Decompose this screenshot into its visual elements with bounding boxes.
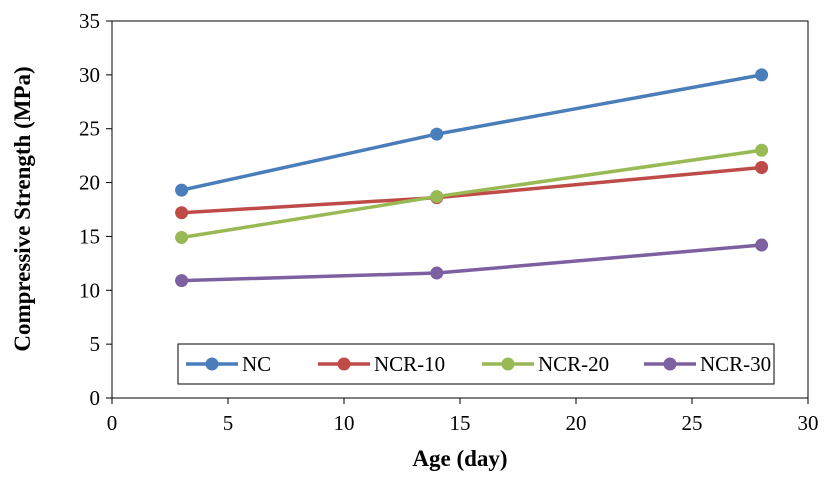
data-point <box>175 231 189 245</box>
legend-swatch-marker <box>501 357 515 371</box>
legend-item: NCR-30 <box>644 352 771 376</box>
legend-swatch-marker <box>205 357 219 371</box>
legend-label: NCR-20 <box>538 352 609 376</box>
legend: NC NCR-10 NCR-20 NCR-30 <box>177 343 775 385</box>
legend-item: NCR-10 <box>318 352 445 376</box>
series-layer <box>175 68 769 288</box>
y-tick-label: 5 <box>90 332 101 356</box>
data-point <box>430 190 444 204</box>
data-point <box>430 127 444 141</box>
y-tick-label: 25 <box>79 117 100 141</box>
y-tick-label: 10 <box>79 278 100 302</box>
data-point <box>175 206 189 220</box>
data-point <box>175 183 189 197</box>
x-axis-title: Age (day) <box>412 446 507 471</box>
x-tick-label: 20 <box>566 411 587 435</box>
legend-items: NC NCR-10 NCR-20 NCR-30 <box>186 352 771 376</box>
y-tick-label: 0 <box>90 386 101 410</box>
data-point <box>755 68 769 82</box>
legend-item: NC <box>186 352 271 376</box>
data-point <box>175 274 189 288</box>
y-tick-label: 35 <box>79 9 100 33</box>
data-point <box>755 238 769 252</box>
x-tick-label: 30 <box>798 411 819 435</box>
series-nc <box>175 68 769 197</box>
y-tick-label: 30 <box>79 63 100 87</box>
legend-label: NCR-10 <box>374 352 445 376</box>
y-axis-ticks: 0 5 10 15 20 25 30 35 <box>79 9 112 410</box>
x-tick-label: 15 <box>450 411 471 435</box>
legend-swatch-marker <box>663 357 677 371</box>
legend-item: NCR-20 <box>482 352 609 376</box>
data-point <box>755 160 769 174</box>
x-tick-label: 5 <box>223 411 234 435</box>
x-tick-label: 0 <box>107 411 118 435</box>
series-ncr-20 <box>175 143 769 245</box>
y-tick-label: 15 <box>79 224 100 248</box>
x-tick-label: 10 <box>334 411 355 435</box>
legend-label: NCR-30 <box>700 352 771 376</box>
x-axis-ticks: 0 5 10 15 20 25 30 <box>107 398 819 435</box>
y-axis-title: Compressive Strength (MPa) <box>10 66 35 351</box>
y-tick-label: 20 <box>79 171 100 195</box>
legend-label: NC <box>242 352 271 376</box>
data-point <box>755 143 769 157</box>
data-point <box>430 266 444 280</box>
x-tick-label: 25 <box>682 411 703 435</box>
series-ncr-30 <box>175 238 769 288</box>
legend-swatch-marker <box>337 357 351 371</box>
